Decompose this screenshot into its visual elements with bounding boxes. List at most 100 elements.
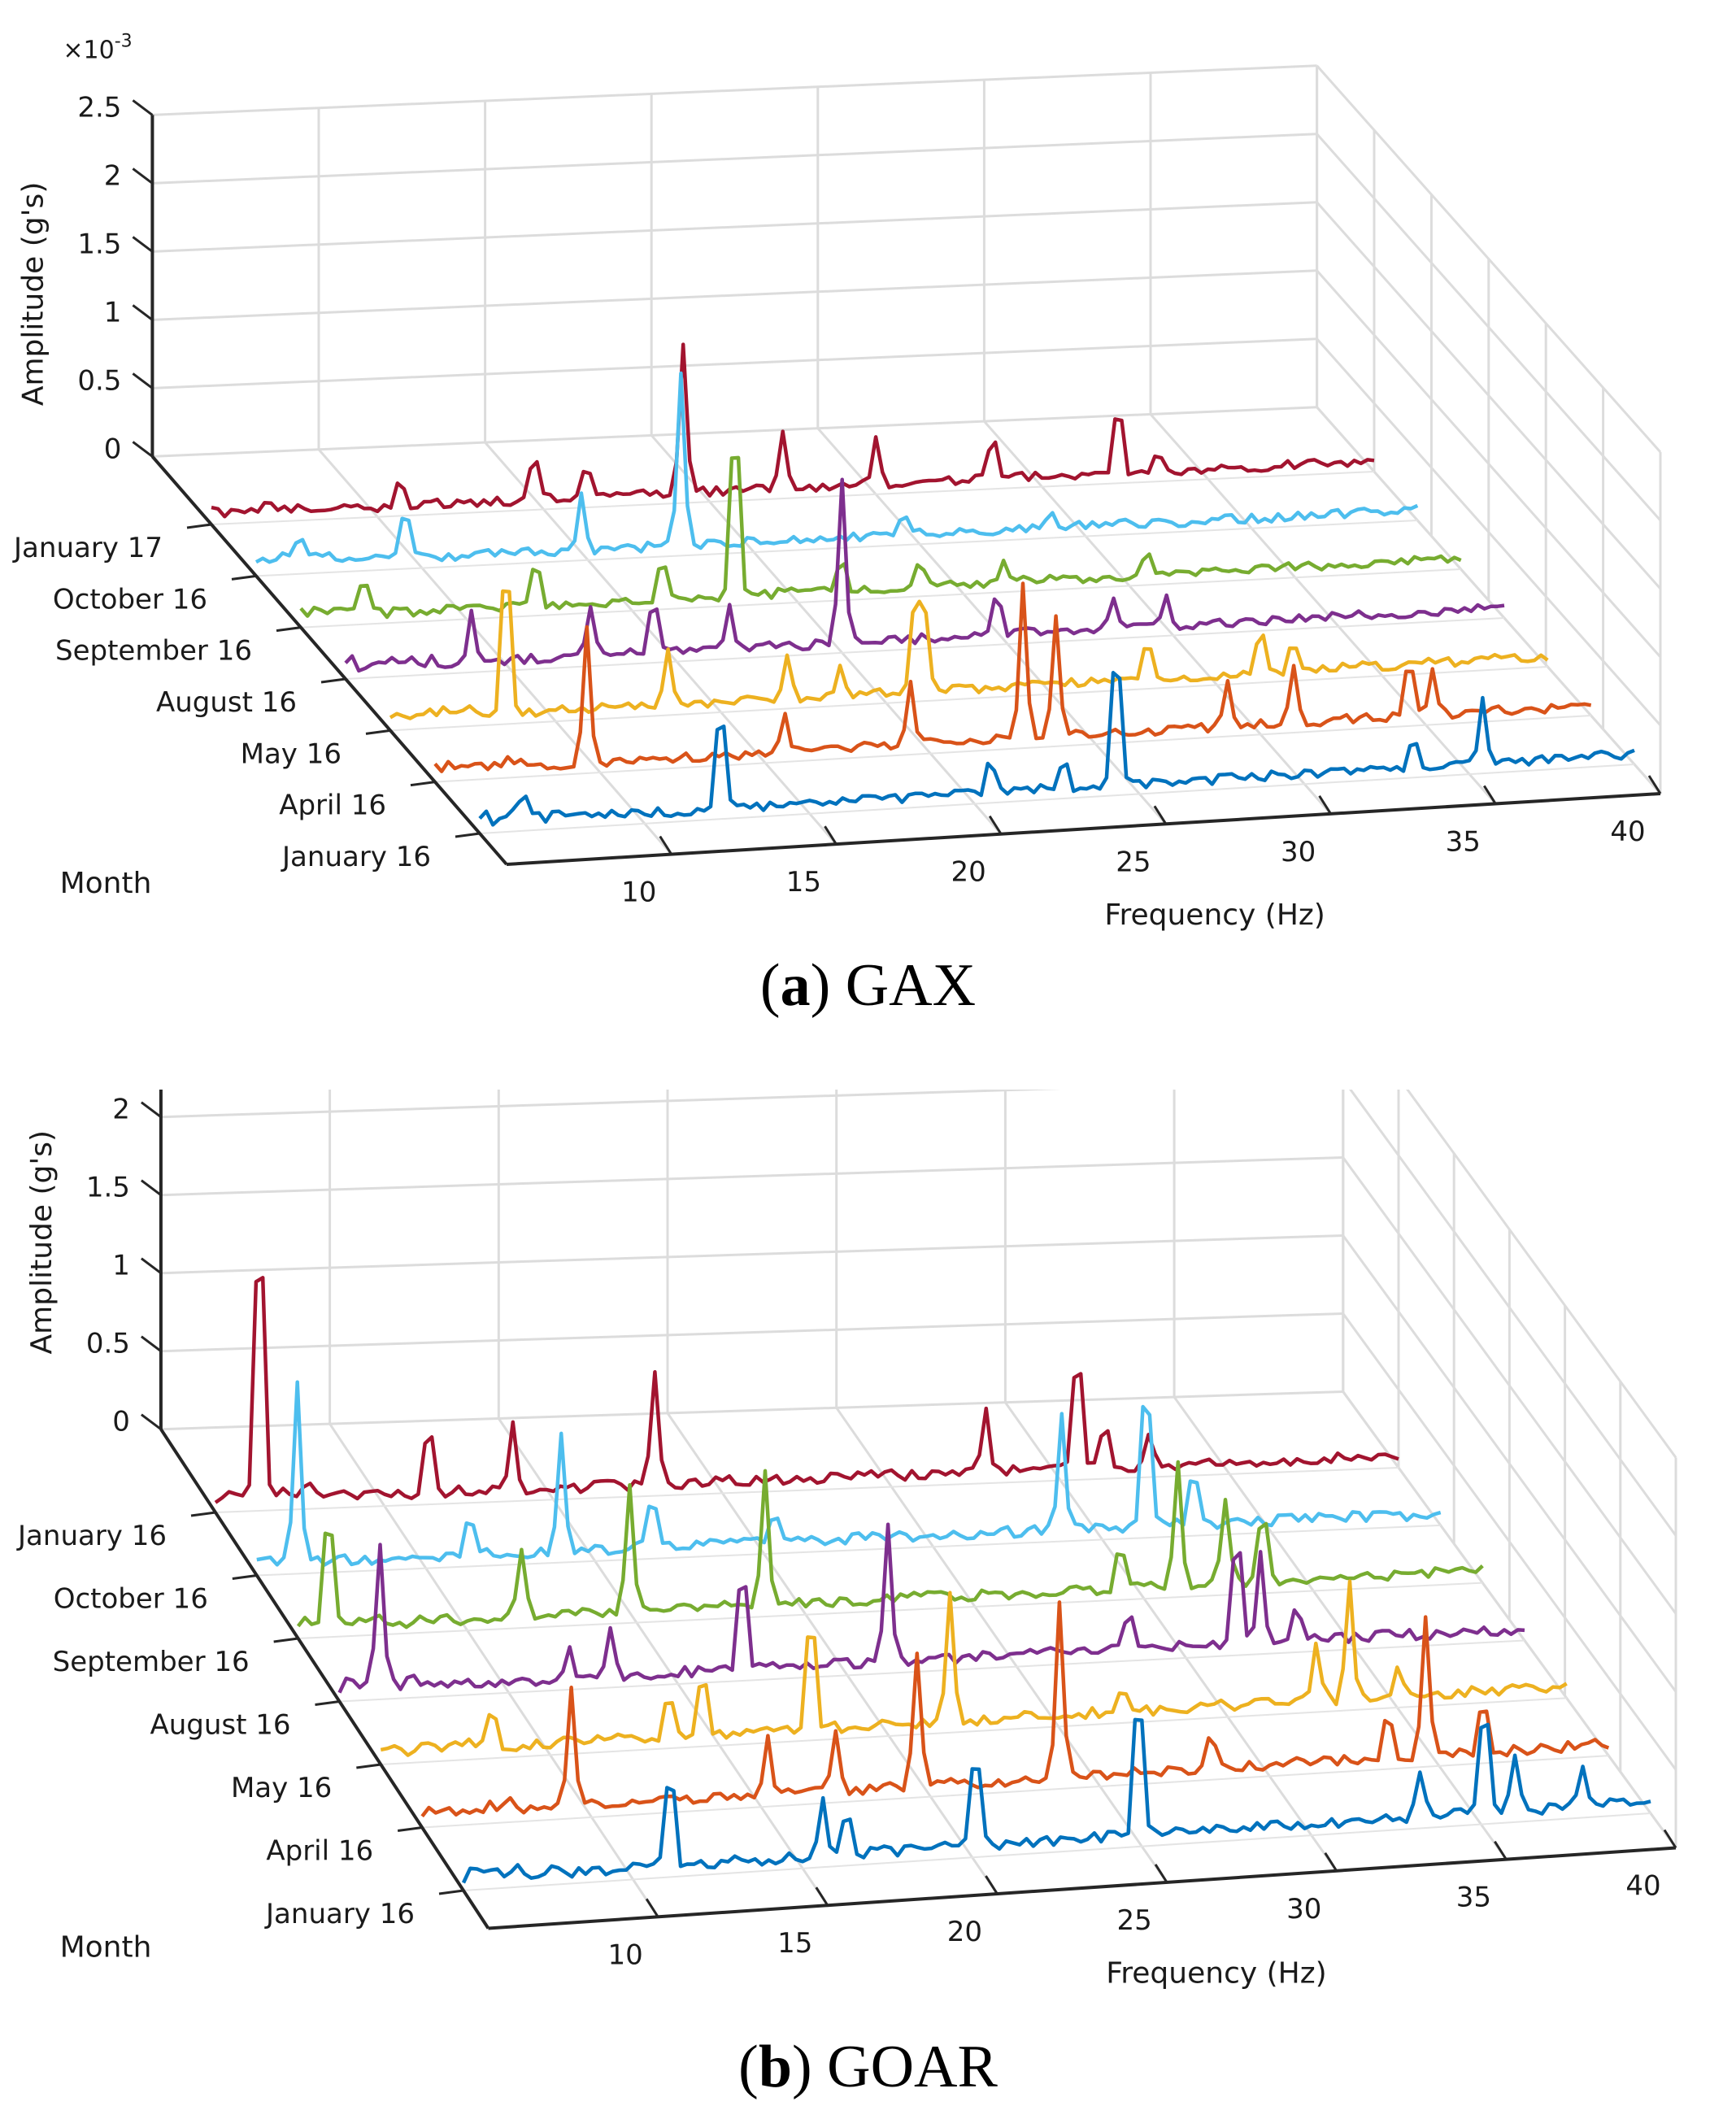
series-line (433, 581, 1592, 773)
series-line (256, 1380, 1442, 1567)
caption-b-title: GOAR (827, 2034, 998, 2100)
month-tick-label: May 16 (241, 738, 342, 770)
caption-a-label: a (780, 952, 811, 1019)
x-tick (1483, 785, 1497, 805)
month-tick (438, 1889, 464, 1895)
month-axis-title: Month (60, 867, 152, 900)
grid-line (152, 269, 1317, 321)
z-tick-label: 0 (104, 433, 122, 465)
series-line (296, 1460, 1484, 1630)
month-tick (397, 1826, 423, 1832)
grid-line (160, 1312, 1343, 1353)
month-tick-label: September 16 (53, 1646, 250, 1678)
grid-line (1173, 1396, 1508, 1860)
x-tick (1324, 1851, 1338, 1872)
x-axis-title: Frequency (Hz) (1106, 1957, 1326, 1991)
y-axis-title: Amplitude (g's) (16, 182, 50, 407)
x-tick (659, 835, 672, 855)
x-axis-title: Frequency (Hz) (1104, 899, 1325, 932)
month-tick-label: September 16 (55, 635, 252, 668)
z-tick (132, 441, 154, 458)
z-tick (140, 1413, 162, 1430)
series-line (255, 371, 1419, 564)
x-tick-label: 25 (1116, 1904, 1151, 1937)
grid-line (152, 201, 1317, 253)
x-tick-label: 10 (608, 1938, 643, 1971)
grid-line (160, 1390, 1343, 1431)
z-tick (132, 304, 154, 321)
month-tick (365, 729, 391, 735)
x-tick-label: 30 (1286, 1893, 1321, 1925)
month-tick (320, 677, 346, 684)
month-tick (276, 626, 302, 633)
x-tick-label: 20 (951, 856, 986, 889)
series-line (461, 1717, 1651, 1884)
x-tick (824, 825, 838, 845)
exponent-power: -3 (115, 31, 133, 51)
month-tick (410, 781, 436, 787)
month-tick-label: August 16 (150, 1709, 290, 1742)
month-tick-label: January 16 (16, 1520, 167, 1552)
grid-line (339, 1639, 1525, 1703)
z-tick-label: 0 (112, 1406, 130, 1438)
x-tick-label: 35 (1446, 825, 1481, 858)
month-tick-label: January 16 (281, 841, 431, 873)
z-tick (140, 1335, 162, 1352)
caption-a: (a) GAX (759, 952, 977, 1019)
series-line (214, 1276, 1399, 1504)
z-tick (140, 1101, 162, 1118)
x-tick-label: 15 (777, 1927, 812, 1960)
month-tick-label: January 16 (264, 1898, 415, 1930)
z-tick (132, 168, 154, 185)
x-tick (815, 1886, 829, 1907)
grid-line (152, 406, 1317, 458)
series-line (211, 342, 1375, 519)
x-axis-line (488, 1846, 1677, 1930)
grid-line (298, 1582, 1483, 1639)
month-tick (356, 1763, 381, 1769)
axes-layer: 10 15 20 25 30 35 40 0 0.5 1 1.5 2 2.5 ×10-3 January 1… (12, 31, 1662, 932)
z-tick-label: 1.5 (77, 228, 121, 260)
month-tick-label: October 16 (54, 1583, 208, 1616)
month-tick (232, 1574, 258, 1580)
z-tick-label: 0.5 (77, 364, 121, 397)
month-tick (315, 1700, 340, 1706)
z-tick (132, 236, 154, 253)
grid-line (152, 64, 1317, 116)
x-tick-label: 25 (1116, 846, 1151, 878)
grid-line (300, 568, 1461, 629)
x-tick (1318, 795, 1332, 815)
x-tick (988, 815, 1003, 835)
waterfall-chart-gax: 10 15 20 25 30 35 40 0 0.5 1 1.5 2 2.5 ×10-3 January 1… (12, 31, 1662, 932)
month-tick (455, 832, 481, 838)
z-tick (132, 99, 154, 116)
series-line (420, 1600, 1610, 1818)
z-tick (132, 372, 154, 389)
grid-line (434, 715, 1591, 783)
grid-line (211, 471, 1375, 525)
grid-line (215, 1467, 1399, 1513)
grid-line (463, 1812, 1651, 1891)
grid-line (479, 764, 1635, 834)
month-tick (231, 574, 257, 581)
grid-line (160, 1156, 1343, 1197)
grid-line (650, 434, 1003, 835)
grid-layer (159, 1090, 1677, 1930)
caption-b: (b) GOAR (738, 2034, 998, 2100)
grid-line (422, 1755, 1609, 1829)
x-tick (645, 1898, 659, 1918)
month-tick-label: August 16 (156, 686, 297, 719)
month-tick-label: April 16 (279, 790, 386, 822)
x-tick (1647, 775, 1662, 794)
grid-line (381, 1697, 1567, 1765)
caption-b-label: b (758, 2034, 792, 2100)
series-line (380, 1579, 1568, 1757)
series-line (344, 477, 1505, 673)
grid-line (389, 666, 1548, 732)
chart-panel-a: 10 15 20 25 30 35 40 0 0.5 1 1.5 2 2.5 ×10-3 January 1… (0, 16, 1736, 992)
x-tick (1663, 1829, 1677, 1849)
grid-line (152, 337, 1317, 389)
x-tick-label: 35 (1456, 1882, 1491, 1914)
series-layer (211, 342, 1635, 827)
